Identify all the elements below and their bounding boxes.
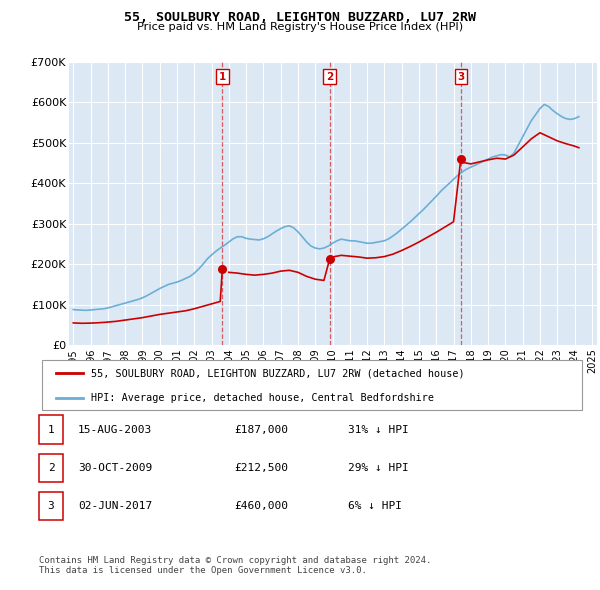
Text: £187,000: £187,000 bbox=[234, 425, 288, 434]
Text: Contains HM Land Registry data © Crown copyright and database right 2024.
This d: Contains HM Land Registry data © Crown c… bbox=[39, 556, 431, 575]
Text: Price paid vs. HM Land Registry's House Price Index (HPI): Price paid vs. HM Land Registry's House … bbox=[137, 22, 463, 32]
Text: 2: 2 bbox=[47, 463, 55, 473]
Text: 29% ↓ HPI: 29% ↓ HPI bbox=[348, 463, 409, 473]
Text: 2: 2 bbox=[326, 72, 333, 82]
Text: 55, SOULBURY ROAD, LEIGHTON BUZZARD, LU7 2RW (detached house): 55, SOULBURY ROAD, LEIGHTON BUZZARD, LU7… bbox=[91, 368, 464, 378]
Text: £460,000: £460,000 bbox=[234, 502, 288, 511]
Text: 1: 1 bbox=[47, 425, 55, 434]
Text: 55, SOULBURY ROAD, LEIGHTON BUZZARD, LU7 2RW: 55, SOULBURY ROAD, LEIGHTON BUZZARD, LU7… bbox=[124, 11, 476, 24]
Text: 3: 3 bbox=[457, 72, 464, 82]
Text: 6% ↓ HPI: 6% ↓ HPI bbox=[348, 502, 402, 511]
Text: £212,500: £212,500 bbox=[234, 463, 288, 473]
Text: 30-OCT-2009: 30-OCT-2009 bbox=[78, 463, 152, 473]
Text: HPI: Average price, detached house, Central Bedfordshire: HPI: Average price, detached house, Cent… bbox=[91, 392, 434, 402]
FancyBboxPatch shape bbox=[42, 360, 582, 410]
Text: 02-JUN-2017: 02-JUN-2017 bbox=[78, 502, 152, 511]
Text: 1: 1 bbox=[218, 72, 226, 82]
Text: 3: 3 bbox=[47, 502, 55, 511]
Text: 31% ↓ HPI: 31% ↓ HPI bbox=[348, 425, 409, 434]
Text: 15-AUG-2003: 15-AUG-2003 bbox=[78, 425, 152, 434]
